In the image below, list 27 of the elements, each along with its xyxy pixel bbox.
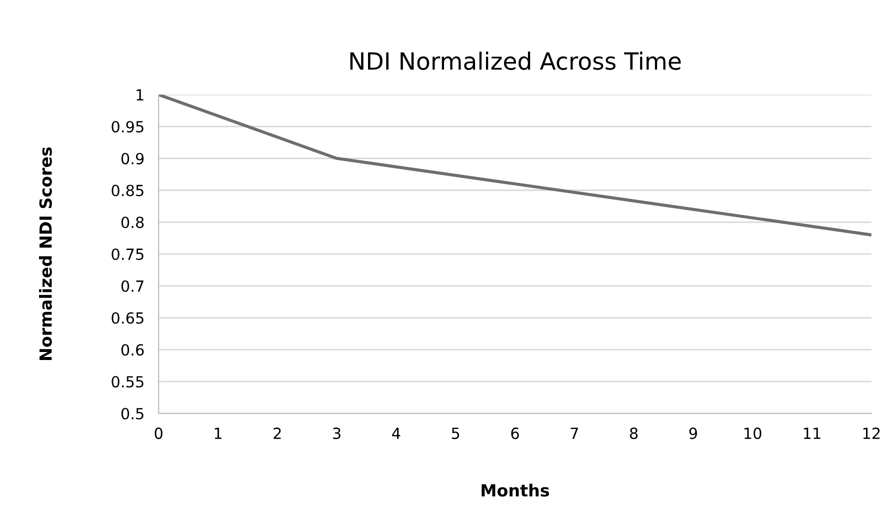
chart-title: NDI Normalized Across Time xyxy=(350,52,681,70)
x-tick-label: 10 xyxy=(744,428,762,440)
x-axis-title: Months xyxy=(482,484,550,497)
x-tick-label: 4 xyxy=(392,428,400,439)
x-tick-label: 7 xyxy=(570,428,578,439)
y-tick-label: 0.8 xyxy=(121,216,144,228)
x-tick-label: 2 xyxy=(274,428,281,439)
x-tick-label: 12 xyxy=(863,428,880,439)
y-tick-label: 0.85 xyxy=(112,184,144,196)
y-tick-label: 0.5 xyxy=(121,408,144,420)
y-tick-label: 0.55 xyxy=(112,376,144,388)
x-tick-label: 0 xyxy=(154,428,162,440)
y-tick-label: 0.95 xyxy=(112,120,144,133)
x-tick-label: 8 xyxy=(630,428,638,440)
x-tick-label: 5 xyxy=(452,428,460,440)
y-tick-label: 0.65 xyxy=(112,312,144,324)
y-tick-label: 0.75 xyxy=(112,248,144,260)
y-axis-title: Normalized NDI Scores xyxy=(39,147,52,360)
y-tick-label: 0.9 xyxy=(121,152,144,164)
y-tick-label: 0.7 xyxy=(121,280,144,292)
x-tick-label: 1 xyxy=(214,428,222,439)
x-tick-label: 11 xyxy=(804,428,820,439)
y-tick-label: 1 xyxy=(136,89,144,100)
x-tick-label: 9 xyxy=(689,428,697,440)
x-tick-label: 6 xyxy=(511,428,519,440)
x-tick-label: 3 xyxy=(333,428,340,440)
y-tick-label: 0.6 xyxy=(121,344,144,356)
